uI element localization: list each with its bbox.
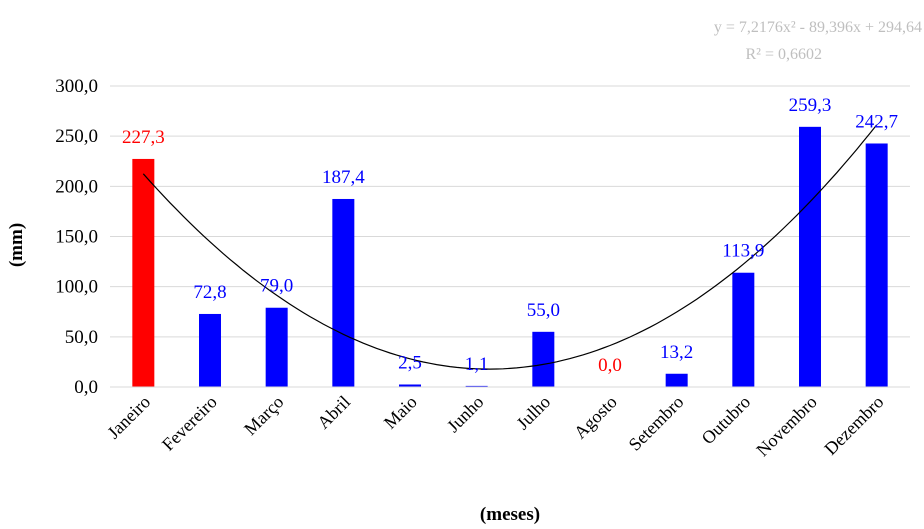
data-label: 187,4 (322, 167, 365, 188)
data-label: 259,3 (789, 95, 832, 116)
category-label: Novembro (752, 392, 821, 461)
category-label: Maio (380, 392, 421, 433)
data-label: 227,3 (122, 127, 165, 148)
bar (799, 127, 821, 387)
bars (132, 127, 887, 387)
y-tick-label: 100,0 (55, 277, 98, 298)
y-axis-ticks: 0,0 50,0 100,0 150,0 200,0 250,0 300,0 (55, 76, 98, 398)
gridlines (110, 86, 910, 337)
bar (266, 308, 288, 387)
category-label: Junho (443, 392, 488, 437)
bar (132, 159, 154, 387)
category-label: Janeiro (103, 392, 154, 443)
y-tick-label: 250,0 (55, 126, 98, 147)
trendline (143, 125, 876, 369)
data-label: 55,0 (527, 300, 560, 321)
data-labels: 227,3 72,8 79,0 187,4 2,5 1,1 55,0 0,0 13,2 113,9… (122, 95, 898, 376)
data-label: 242,7 (855, 111, 898, 132)
category-label: Dezembro (820, 392, 887, 459)
bar (199, 314, 221, 387)
bar (532, 332, 554, 387)
y-tick-label: 200,0 (55, 176, 98, 197)
x-axis-categories: Janeiro Fevereiro Março Abril Maio Junho Julho… (103, 392, 887, 461)
category-label: Outubro (698, 392, 755, 449)
data-label: 1,1 (465, 354, 489, 375)
trendline-equation: y = 7,2176x² - 89,396x + 294,64 (714, 19, 922, 36)
x-axis-title: (meses) (480, 504, 540, 525)
y-tick-label: 300,0 (55, 76, 98, 97)
bar (666, 374, 688, 387)
y-tick-label: 50,0 (65, 327, 98, 348)
category-label: Fevereiro (158, 392, 221, 455)
data-label: 13,2 (660, 342, 693, 363)
category-label: Março (240, 392, 287, 439)
data-label: 79,0 (260, 276, 293, 297)
bar (332, 199, 354, 387)
y-axis-title: (mm) (6, 223, 27, 267)
bar (732, 273, 754, 387)
y-tick-label: 0,0 (74, 377, 98, 398)
data-label: 2,5 (398, 352, 422, 373)
category-label: Julho (512, 392, 554, 434)
data-label: 0,0 (598, 355, 622, 376)
trendline-r-squared: R² = 0,6602 (746, 46, 823, 63)
category-label: Agosto (570, 392, 621, 443)
y-tick-label: 150,0 (55, 227, 98, 248)
bar (866, 143, 888, 387)
category-label: Abril (313, 392, 354, 433)
data-label: 72,8 (193, 282, 226, 303)
category-label: Setembro (625, 392, 688, 455)
data-label: 113,9 (722, 241, 764, 262)
